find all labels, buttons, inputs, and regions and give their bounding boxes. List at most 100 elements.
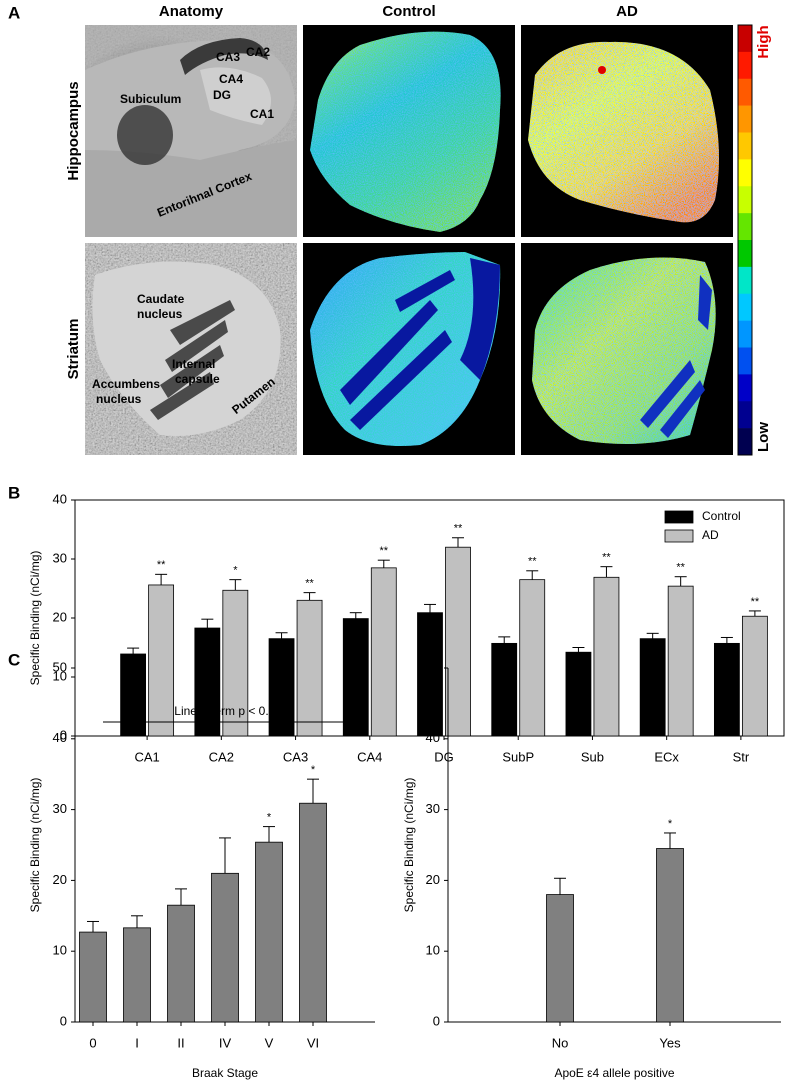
significance-label: ** [454, 523, 463, 535]
tissue-dark [180, 38, 268, 75]
column-header: Anatomy [159, 3, 224, 20]
x-tick-label: Yes [659, 1035, 681, 1050]
x-tick-label: SubP [502, 749, 534, 764]
bar [445, 546, 471, 737]
significance-label: * [267, 811, 272, 823]
x-tick-label: CA3 [283, 749, 308, 764]
bar [667, 585, 694, 737]
charts: 0 10 20 30 40 Specific Binding (nCi/mg) CA1 ** C… [28, 491, 785, 1080]
anatomy-striatum-image: Caudate nucleus Internal capsule Accumbens… [85, 243, 297, 455]
y-tick-label: 50 [53, 659, 67, 674]
anatomy-label-line: nucleus [137, 307, 183, 321]
colorbar-segment [738, 78, 752, 106]
anatomy-label-line: nucleus [96, 392, 142, 406]
colorbar-high-label: High [755, 25, 772, 58]
anatomy-label: Internal capsule [172, 357, 220, 386]
y-axis-label: Specific Binding (nCi/mg) [28, 778, 42, 913]
x-tick-label: No [552, 1035, 569, 1050]
panel-label: B [8, 483, 20, 502]
heatmap-ad-hippocampus [528, 41, 719, 223]
heatmap-control-hippocampus [310, 31, 501, 232]
colorbar-segment [738, 347, 752, 375]
significance-label: ** [602, 552, 611, 564]
bar [593, 576, 620, 737]
colorbar-segment [738, 105, 752, 133]
bar [741, 615, 768, 737]
colorbar-segment [738, 25, 752, 53]
x-tick-label: Str [733, 749, 750, 764]
colorbar-segment [738, 293, 752, 321]
colorbar-segment [738, 213, 752, 241]
colorbar-segment [738, 428, 752, 456]
column-header: Control [382, 3, 435, 20]
y-tick-label: 40 [53, 730, 67, 745]
bar [299, 802, 327, 1023]
heatmap-control-striatum [310, 252, 501, 446]
tissue [200, 67, 271, 125]
x-axis-label: ApoE ε4 allele positive [554, 1066, 674, 1080]
anatomy-label: CA1 [250, 107, 274, 121]
legend-label: AD [702, 528, 719, 542]
colorbar-segment [738, 266, 752, 295]
colorbar-segment [738, 374, 752, 402]
y-tick-label: 0 [60, 727, 67, 742]
colorbar-segment [738, 159, 752, 187]
anatomy-label: Subiculum [120, 92, 181, 106]
x-tick-label: IV [219, 1035, 232, 1050]
column-header: AD [616, 3, 638, 20]
bar [639, 638, 666, 737]
x-tick-label: VI [307, 1035, 319, 1050]
tissue-dark [117, 105, 173, 165]
bar [255, 841, 283, 1023]
panel-label: A [8, 3, 20, 22]
bar [268, 638, 295, 737]
bar [194, 627, 221, 737]
annotation: Linear term p < 0.001 [174, 704, 289, 718]
x-tick-label: CA1 [134, 749, 159, 764]
colorbar-segment [738, 401, 752, 429]
legend-label: Control [702, 509, 741, 523]
anatomy-label: Caudate nucleus [137, 292, 185, 321]
x-tick-label: 0 [89, 1035, 96, 1050]
bar [370, 567, 397, 737]
x-tick-label: V [265, 1035, 274, 1050]
y-tick-label: 10 [53, 943, 67, 958]
y-tick-label: 0 [433, 1013, 440, 1028]
x-axis-label: Braak Stage [192, 1066, 258, 1080]
legend-swatch [664, 510, 694, 524]
bar [167, 904, 195, 1023]
x-tick-label: CA2 [209, 749, 234, 764]
colorbar-low-label: Low [755, 422, 772, 452]
bar [546, 894, 574, 1023]
heatmap-low-region [640, 275, 712, 438]
significance-label: ** [305, 578, 314, 590]
significance-label: ** [157, 559, 166, 571]
colorbar-frame [737, 24, 753, 456]
bar [342, 618, 369, 737]
anatomy-hippocampus-image: CA3 CA2 CA4 DG Subiculum CA1 Entorihnal … [85, 25, 297, 237]
row-label: Striatum [65, 319, 82, 380]
row-label: Hippocampus [65, 81, 82, 180]
colorbar [737, 24, 753, 456]
y-tick-label: 30 [426, 801, 440, 816]
x-tick-label: II [177, 1035, 184, 1050]
bar [519, 579, 546, 737]
significance-label: ** [676, 562, 685, 574]
bar [296, 599, 323, 737]
anatomy-label: Accumbens nucleus [92, 377, 160, 406]
y-tick-label: 20 [426, 872, 440, 887]
significance-label: ** [751, 596, 760, 608]
colorbar-segment [738, 186, 752, 214]
y-tick-label: 50 [426, 659, 440, 674]
bar [79, 931, 107, 1023]
significance-label: ** [528, 556, 537, 568]
colorbar-segment [738, 132, 752, 160]
bar [565, 651, 592, 737]
y-tick-label: 30 [53, 550, 67, 565]
x-tick-label: ECx [654, 749, 679, 764]
heatmap-spot [598, 66, 606, 74]
anatomy-label: CA4 [219, 72, 243, 86]
y-tick-label: 10 [426, 943, 440, 958]
y-axis-label: Specific Binding (nCi/mg) [28, 551, 42, 686]
